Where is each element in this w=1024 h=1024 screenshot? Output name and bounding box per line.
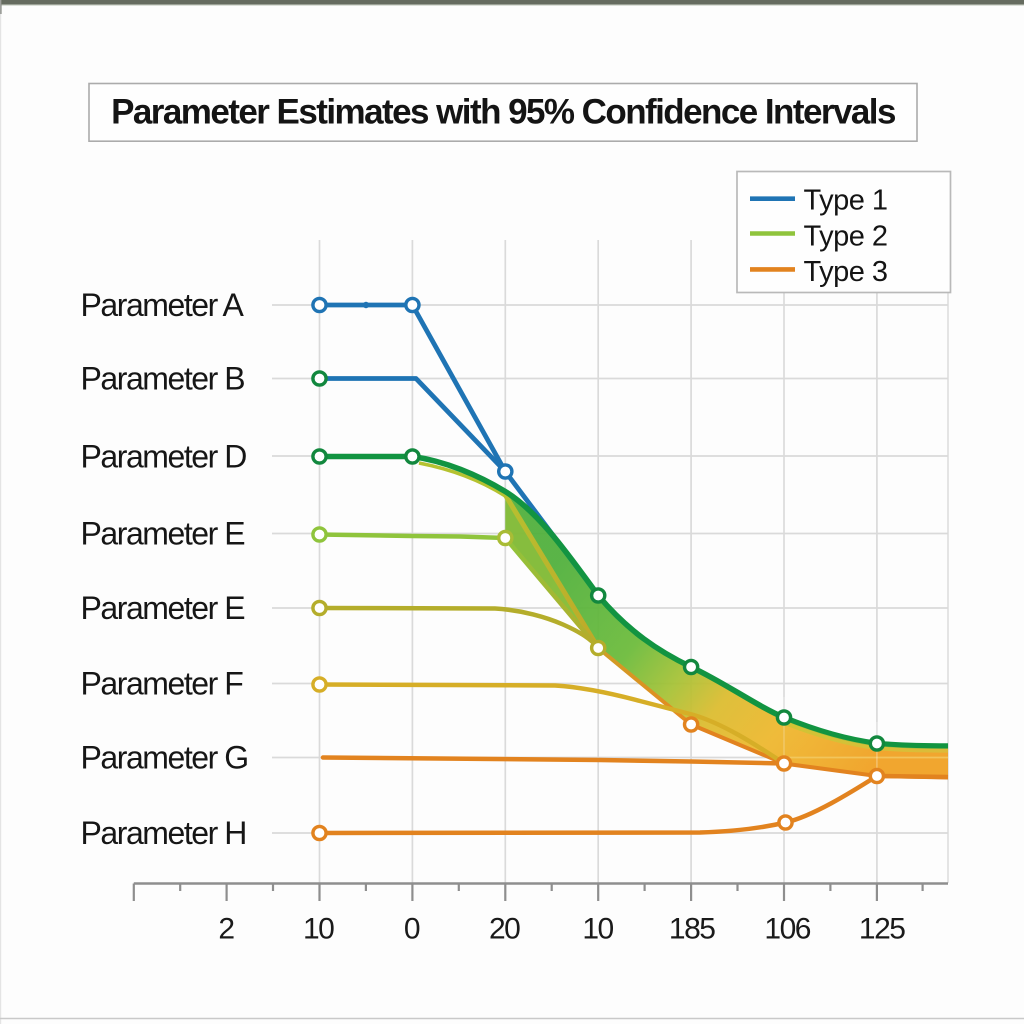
svg-text:Parameter B: Parameter B bbox=[81, 361, 245, 397]
svg-text:Type 2: Type 2 bbox=[804, 221, 888, 253]
svg-text:10: 10 bbox=[582, 912, 613, 945]
svg-text:10: 10 bbox=[303, 912, 334, 945]
svg-text:20: 20 bbox=[489, 912, 520, 945]
svg-text:Parameter Estimates with 95% C: Parameter Estimates with 95% Confidence … bbox=[111, 93, 896, 132]
svg-text:Parameter E: Parameter E bbox=[81, 516, 245, 552]
svg-text:Type 1: Type 1 bbox=[804, 185, 888, 217]
svg-text:Parameter F: Parameter F bbox=[81, 666, 244, 702]
svg-text:106: 106 bbox=[764, 912, 810, 945]
svg-text:185: 185 bbox=[669, 912, 715, 945]
svg-text:Type 3: Type 3 bbox=[804, 256, 888, 288]
svg-text:Parameter D: Parameter D bbox=[81, 439, 247, 475]
svg-text:Parameter H: Parameter H bbox=[81, 815, 246, 851]
svg-text:Parameter E: Parameter E bbox=[81, 590, 245, 626]
svg-text:2: 2 bbox=[218, 912, 234, 945]
svg-text:Parameter A: Parameter A bbox=[81, 287, 245, 323]
svg-text:Parameter G: Parameter G bbox=[81, 740, 248, 776]
svg-text:125: 125 bbox=[859, 912, 905, 945]
svg-text:0: 0 bbox=[404, 912, 420, 945]
